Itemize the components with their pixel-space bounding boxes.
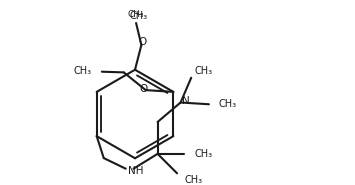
Text: CH₃: CH₃ (74, 66, 92, 76)
Text: CH₃: CH₃ (185, 175, 203, 185)
Text: NH: NH (128, 166, 143, 176)
Text: CH₃: CH₃ (195, 149, 213, 159)
Text: N: N (182, 96, 190, 106)
Text: CH₃: CH₃ (130, 11, 148, 21)
Text: CH₃: CH₃ (219, 99, 237, 109)
Text: O: O (139, 84, 147, 94)
Text: CH₃: CH₃ (128, 10, 144, 19)
Text: CH₃: CH₃ (194, 66, 212, 76)
Text: O: O (139, 38, 147, 48)
